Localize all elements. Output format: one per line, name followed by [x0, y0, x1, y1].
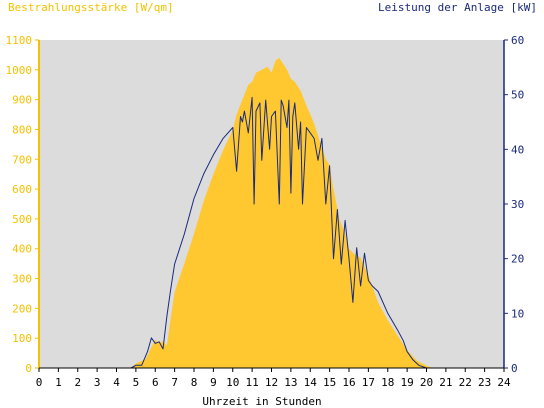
x-tick-label: 11 — [246, 376, 259, 389]
right-tick-label: 60 — [511, 34, 524, 47]
right-tick-label: 40 — [511, 143, 524, 156]
x-tick-label: 8 — [191, 376, 198, 389]
right-tick-labels: 0 10 20 30 40 50 60 — [504, 34, 524, 375]
power-line — [39, 96, 504, 369]
irradiance-area — [39, 57, 504, 369]
x-tick-label: 12 — [265, 376, 278, 389]
right-tick-label: 0 — [511, 362, 518, 375]
right-tick-label: 50 — [511, 89, 524, 102]
x-tick-label: 18 — [381, 376, 394, 389]
x-tick-label: 23 — [478, 376, 491, 389]
left-tick-label: 0 — [25, 362, 32, 375]
x-tick-label: 21 — [439, 376, 452, 389]
x-tick-label: 6 — [152, 376, 159, 389]
x-tick-label: 13 — [284, 376, 297, 389]
x-tick-label: 15 — [323, 376, 336, 389]
x-tick-label: 0 — [36, 376, 43, 389]
x-tick-label: 16 — [342, 376, 355, 389]
left-tick-label: 200 — [12, 302, 32, 315]
left-tick-label: 500 — [12, 213, 32, 226]
x-axis-label: Uhrzeit in Stunden — [202, 395, 321, 408]
left-axis-label: Bestrahlungsstärke [W/qm] — [8, 1, 174, 14]
x-tick-label: 14 — [304, 376, 318, 389]
x-tick-labels: 0 1 2 3 4 5 6 7 8 9 10 11 12 13 14 15 16 17 18 19 20 21 22 23 24 — [36, 368, 511, 389]
x-tick-label: 22 — [459, 376, 472, 389]
left-tick-label: 700 — [12, 153, 32, 166]
left-tick-label: 1100 — [6, 34, 33, 47]
x-tick-label: 1 — [55, 376, 62, 389]
right-tick-label: 20 — [511, 253, 524, 266]
left-tick-label: 900 — [12, 94, 32, 107]
x-tick-label: 20 — [420, 376, 433, 389]
x-tick-label: 10 — [226, 376, 239, 389]
left-tick-label: 400 — [12, 243, 32, 256]
x-tick-label: 24 — [497, 376, 511, 389]
left-tick-label: 800 — [12, 123, 32, 136]
x-tick-label: 3 — [94, 376, 101, 389]
left-tick-labels: 0 100 200 300 400 500 600 700 800 900 1000 1100 — [6, 34, 39, 375]
left-tick-label: 600 — [12, 183, 32, 196]
left-tick-label: 300 — [12, 273, 32, 286]
right-axis-label: Leistung der Anlage [kW] — [378, 1, 537, 14]
left-tick-label: 1000 — [6, 64, 33, 77]
x-tick-label: 4 — [113, 376, 120, 389]
x-tick-label: 19 — [401, 376, 414, 389]
right-tick-label: 10 — [511, 307, 524, 320]
x-tick-label: 9 — [210, 376, 217, 389]
left-tick-label: 100 — [12, 332, 32, 345]
x-tick-label: 17 — [362, 376, 375, 389]
x-tick-label: 7 — [171, 376, 178, 389]
x-tick-label: 2 — [74, 376, 81, 389]
x-tick-label: 5 — [133, 376, 140, 389]
series-layer — [39, 57, 504, 369]
right-tick-label: 30 — [511, 198, 524, 211]
